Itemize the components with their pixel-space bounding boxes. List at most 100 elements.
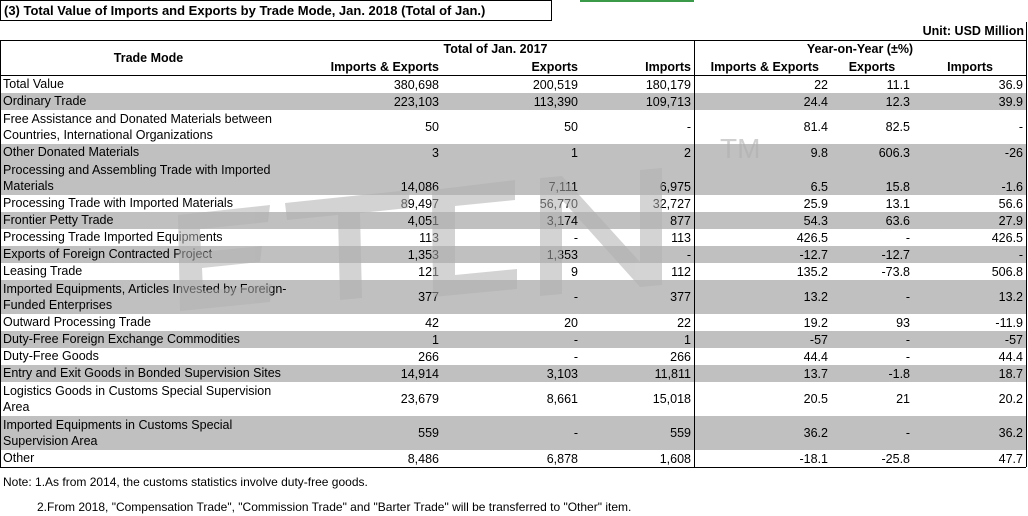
row-label: Outward Processing Trade [3, 315, 151, 330]
row-label: Duty-Free Foreign Exchange Commodities [3, 332, 240, 347]
cell-imports: 15,018 [652, 392, 691, 406]
row-label: Processing Trade with Imported Materials [3, 196, 233, 211]
row-label: Imported Equipments in Customs Special S… [3, 417, 233, 449]
cell-yoy-exports: 606.3 [878, 146, 910, 160]
table-row: Logistics Goods in Customs Special Super… [0, 382, 1026, 416]
table-row: Other 8,486 6,878 1,608 -18.1 -25.8 47.7 [0, 450, 1026, 467]
cell-exports: 200,519 [532, 78, 578, 92]
cell-yoy-imports-exports: 36.2 [803, 426, 828, 440]
cell-imports-exports: 559 [418, 426, 439, 440]
cell-yoy-imports: -11.9 [995, 316, 1023, 330]
cell-yoy-imports: 13.2 [998, 290, 1023, 304]
cell-imports: 2 [684, 146, 691, 160]
cell-yoy-imports-exports: 24.4 [803, 95, 828, 109]
border-mid [694, 40, 695, 467]
cell-yoy-exports: 15.8 [885, 180, 910, 194]
border-right [1026, 22, 1027, 467]
cell-yoy-imports-exports: -18.1 [799, 452, 829, 466]
row-label: Frontier Petty Trade [3, 213, 114, 228]
cell-imports: 877 [670, 214, 691, 228]
cell-imports-exports: 14,914 [400, 367, 439, 381]
cell-exports: 1,353 [546, 248, 578, 262]
cell-yoy-exports: 93 [896, 316, 910, 330]
table-row: Free Assistance and Donated Materials be… [0, 110, 1026, 144]
cell-imports-exports: 223,103 [393, 95, 439, 109]
cell-yoy-imports-exports: 9.8 [810, 146, 828, 160]
cell-yoy-imports: 36.9 [998, 78, 1023, 92]
cell-imports: 112 [671, 265, 691, 279]
cell-yoy-exports: 11.1 [886, 78, 910, 92]
table-row: Other Donated Materials 3 1 2 9.8 606.3 -26 [0, 144, 1026, 161]
cell-yoy-imports: -26 [1004, 146, 1023, 160]
cell-imports: - [686, 120, 691, 134]
header-total-jan-2017: Total of Jan. 2017 [443, 42, 548, 56]
cell-exports: 56,770 [539, 197, 578, 211]
header-imports-exports: Imports & Exports [330, 60, 439, 74]
cell-imports: 113 [671, 231, 691, 245]
cell-imports-exports: 266 [418, 350, 439, 364]
note-2: 2.From 2018, "Compensation Trade", "Comm… [37, 500, 632, 514]
cell-yoy-imports: 47.7 [998, 452, 1023, 466]
cell-imports-exports: 4,051 [407, 214, 439, 228]
cell-exports: 3,174 [546, 214, 578, 228]
table-row: Exports of Foreign Contracted Project 1,3… [0, 246, 1026, 263]
table-row: Entry and Exit Goods in Bonded Supervisi… [0, 365, 1026, 382]
cell-imports: 109,713 [645, 95, 691, 109]
row-label: Other [3, 451, 35, 466]
cell-yoy-imports: 18.7 [998, 367, 1023, 381]
cell-yoy-exports: 12.3 [885, 95, 910, 109]
cell-imports-exports: 377 [418, 290, 439, 304]
cell-imports: 22 [677, 316, 691, 330]
cell-yoy-exports: 63.6 [885, 214, 910, 228]
table-row: Duty-Free Goods 266 - 266 44.4 - 44.4 [0, 348, 1026, 365]
cell-imports-exports: 14,086 [400, 180, 439, 194]
cell-yoy-imports-exports: 20.5 [803, 392, 828, 406]
cell-yoy-exports: -12.7 [881, 248, 911, 262]
cell-yoy-imports-exports: -57 [809, 333, 828, 347]
header-year-on-year: Year-on-Year (±%) [806, 42, 914, 56]
cell-yoy-imports-exports: 13.7 [803, 367, 828, 381]
cell-imports-exports: 8,486 [407, 452, 439, 466]
table-row: Outward Processing Trade 42 20 22 19.2 93 -11.… [0, 314, 1026, 331]
header-trade-mode: Trade Mode [113, 51, 184, 65]
cell-imports: 32,727 [652, 197, 691, 211]
cell-yoy-imports-exports: -12.7 [799, 248, 829, 262]
cell-yoy-imports-exports: 81.4 [803, 120, 828, 134]
cell-yoy-exports: - [905, 290, 910, 304]
cell-yoy-exports: 21 [896, 392, 910, 406]
cell-imports-exports: 113 [419, 231, 439, 245]
cell-imports-exports: 50 [425, 120, 439, 134]
cell-imports: 1 [684, 333, 691, 347]
table-row: Processing Trade Imported Equipments 113 -… [0, 229, 1026, 246]
row-label: Total Value [3, 77, 64, 92]
cell-yoy-imports: 506.8 [991, 265, 1023, 279]
table-row: Processing and Assembling Trade with Imp… [0, 161, 1026, 195]
row-label: Leasing Trade [3, 264, 83, 279]
cell-imports-exports: 42 [425, 316, 439, 330]
table-row: Imported Equipments, Articles Invested b… [0, 280, 1026, 314]
cell-exports: 20 [564, 316, 578, 330]
cell-yoy-imports: 39.9 [998, 95, 1023, 109]
row-label: Imported Equipments, Articles Invested b… [3, 281, 287, 313]
row-label: Processing and Assembling Trade with Imp… [3, 162, 271, 194]
header-bottom-border [0, 75, 1026, 76]
header-top-border [0, 40, 1026, 41]
row-label: Other Donated Materials [3, 145, 140, 160]
cell-yoy-imports-exports: 13.2 [803, 290, 828, 304]
table-row: Ordinary Trade 223,103 113,390 109,713 24.4 1… [0, 93, 1026, 110]
cell-yoy-imports: 27.9 [998, 214, 1023, 228]
cell-exports: - [573, 426, 578, 440]
cell-exports: 8,661 [546, 392, 578, 406]
cell-yoy-imports: -1.6 [1001, 180, 1023, 194]
table-row: Leasing Trade 121 9 112 135.2 -73.8 506.8 [0, 263, 1026, 280]
unit-label: Unit: USD Million [922, 24, 1024, 38]
cell-yoy-exports: - [905, 333, 910, 347]
cell-yoy-exports: - [905, 426, 910, 440]
cell-imports-exports: 3 [432, 146, 439, 160]
cell-imports-exports: 380,698 [393, 78, 439, 92]
cell-imports-exports: 121 [418, 265, 439, 279]
cell-imports: 180,179 [645, 78, 691, 92]
cell-imports: 11,811 [654, 367, 691, 381]
header-imports: Imports [645, 60, 691, 74]
